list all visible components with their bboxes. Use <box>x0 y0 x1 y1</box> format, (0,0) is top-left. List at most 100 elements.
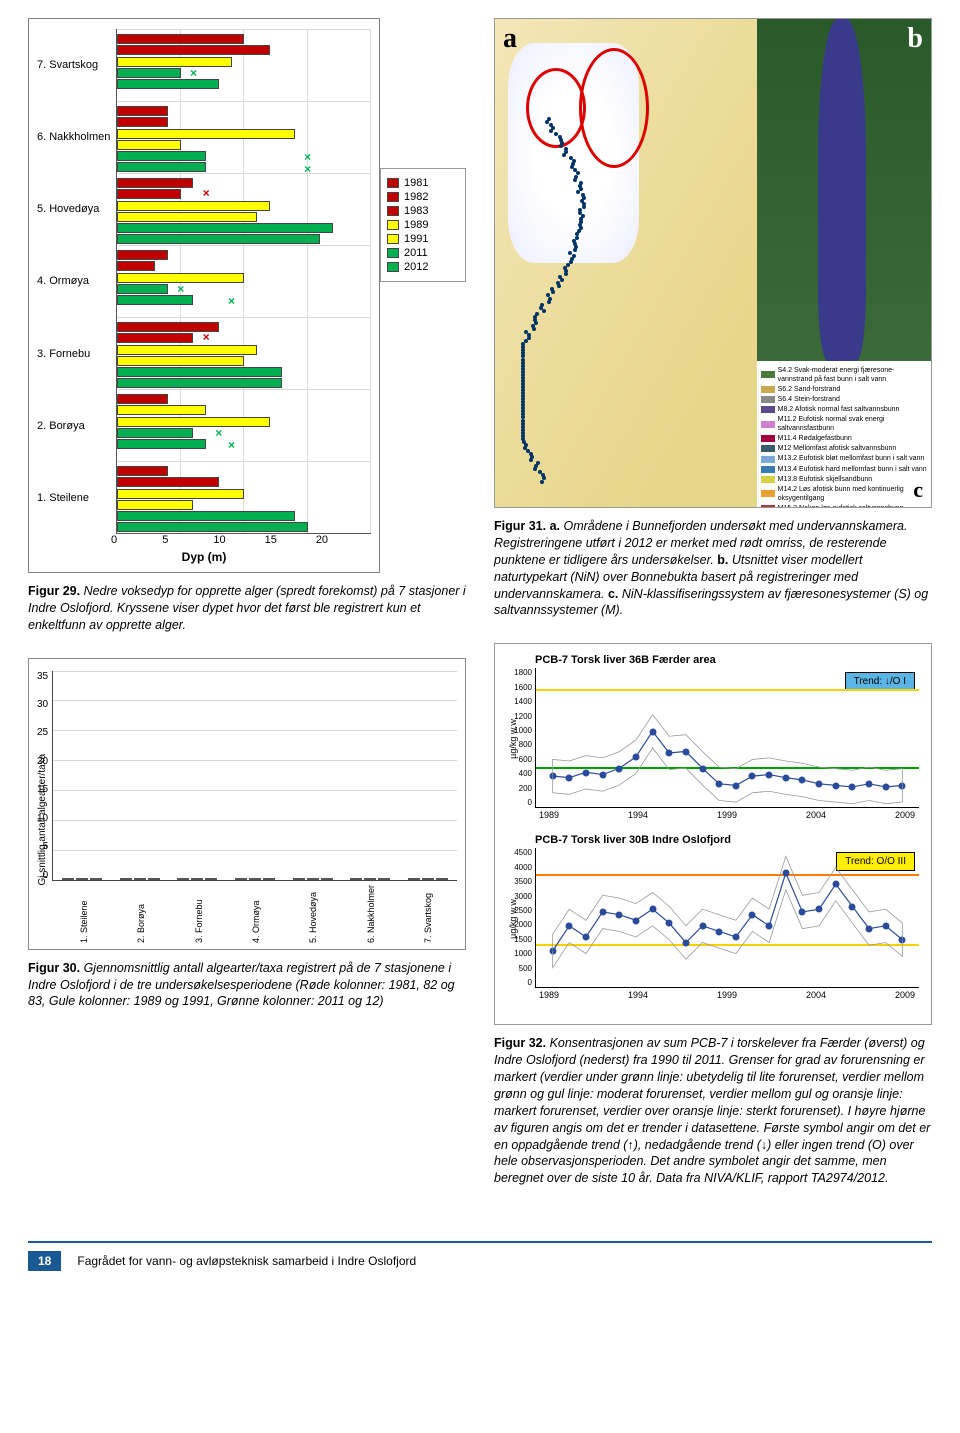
fig29-bar <box>117 223 333 233</box>
fig29-cross-marker: × <box>203 330 210 344</box>
fig31-legend-item: M8.2 Afotisk normal fast saltvannsbunn <box>761 405 927 414</box>
fig29-bar <box>117 201 269 211</box>
fig29-station-label: 3. Fornebu <box>37 318 110 390</box>
fig30-bar <box>378 878 390 880</box>
fig30-bar <box>436 878 448 880</box>
footer-text: Fagrådet for vann- og avløpsteknisk sama… <box>77 1254 416 1268</box>
fig31-panel-a <box>495 19 757 507</box>
fig31-panel-b <box>757 19 931 361</box>
fig32-top-panel: PCB-7 Torsk liver 36B Færder area 020040… <box>507 654 919 820</box>
fig30-bar <box>148 878 160 880</box>
figure-30: 05101520253035 1. Steilene2. Borøya3. Fo… <box>28 658 466 1011</box>
fig29-bar <box>117 439 206 449</box>
fig30-ylabel: Gj.snittlig antall algearter/taxa <box>37 753 48 885</box>
fig30-category-label: 4. Ormøya <box>251 885 261 943</box>
figure-29: 7. Svartskog6. Nakkholmen5. Hovedøya4. O… <box>28 18 466 634</box>
fig29-bar <box>117 295 193 305</box>
fig31-legend-item: M12 Mellomfast afotisk saltvannsbunn <box>761 444 927 453</box>
fig30-bar <box>321 878 333 880</box>
fig31-legend-item: S4.2 Svak-moderat energi fjæresone-vanns… <box>761 366 927 384</box>
fig29-caption: Figur 29. Nedre voksedyp for opprette al… <box>28 583 466 634</box>
fig29-bar <box>117 34 244 44</box>
fig32-bottom-title: PCB-7 Torsk liver 30B Indre Oslofjord <box>535 834 919 846</box>
fig30-category-label: 2. Borøya <box>136 885 146 943</box>
fig29-station-label: 1. Steilene <box>37 462 110 534</box>
fig30-bar <box>293 878 305 880</box>
fig30-bar <box>364 878 376 880</box>
page-columns: 7. Svartskog6. Nakkholmen5. Hovedøya4. O… <box>28 18 932 1211</box>
fig30-category-label: 1. Steilene <box>79 885 89 943</box>
fig29-legend-item: 2012 <box>387 261 459 273</box>
fig29-bar <box>117 417 269 427</box>
left-column: 7. Svartskog6. Nakkholmen5. Hovedøya4. O… <box>28 18 466 1211</box>
fig30-bar-group <box>235 878 275 880</box>
fig30-category-label: 7. Svartskog <box>423 885 433 943</box>
fig29-cross-marker: × <box>228 438 235 452</box>
fig30-bar-group <box>293 878 333 880</box>
fig29-bar <box>117 106 168 116</box>
fig29-legend-item: 1981 <box>387 177 459 189</box>
fig29-bar <box>117 345 256 355</box>
fig29-cross-marker: × <box>190 66 197 80</box>
fig29-bar <box>117 117 168 127</box>
fig31-legend-item: M15.2 Naken løs eufotisk saltvannsbunn <box>761 504 927 507</box>
fig29-bar <box>117 428 193 438</box>
page-footer: 18 Fagrådet for vann- og avløpsteknisk s… <box>28 1241 932 1271</box>
figure-31: S4.2 Svak-moderat energi fjæresone-vanns… <box>494 18 932 619</box>
fig31-label-a: a <box>503 23 517 55</box>
fig30-bar <box>249 878 261 880</box>
fig31-panel-c-legend: S4.2 Svak-moderat energi fjæresone-vanns… <box>757 361 931 507</box>
fig29-bar <box>117 284 168 294</box>
fig29-legend-item: 1989 <box>387 219 459 231</box>
fig30-bar <box>76 878 88 880</box>
fig30-bar <box>408 878 420 880</box>
fig30-bar <box>263 878 275 880</box>
fig29-bar <box>117 261 155 271</box>
fig30-bar-group <box>62 878 102 880</box>
fig30-bar <box>422 878 434 880</box>
fig31-caption: Figur 31. a. Områdene i Bunnefjorden und… <box>494 518 932 619</box>
fig31-legend-item: M13.4 Eufotisk hard mellomfast bunn i sa… <box>761 465 927 474</box>
fig29-cross-marker: × <box>215 426 222 440</box>
fig29-cross-marker: × <box>177 282 184 296</box>
fig29-bar <box>117 45 269 55</box>
fig29-bar <box>117 466 168 476</box>
fig30-category-label: 5. Hovedøya <box>308 885 318 943</box>
fig29-bar <box>117 511 295 521</box>
fig31-legend-item: M11.2 Eufotisk normal svak energi saltva… <box>761 415 927 433</box>
fig30-bar <box>235 878 247 880</box>
fig30-category-label: 6. Nakkholmer <box>366 885 376 943</box>
fig31-legend-item: M14.2 Løs afotisk bunn med kontinuerlig … <box>761 485 927 503</box>
fig30-category-label: 3. Fornebu <box>194 885 204 943</box>
right-column: S4.2 Svak-moderat energi fjæresone-vanns… <box>494 18 932 1211</box>
fig29-legend-item: 1991 <box>387 233 459 245</box>
fig32-caption: Figur 32. Konsentrasjonen av sum PCB-7 i… <box>494 1035 932 1187</box>
fig29-station-label: 4. Ormøya <box>37 245 110 317</box>
fig30-bar <box>120 878 132 880</box>
page-number: 18 <box>28 1251 61 1271</box>
fig29-bar <box>117 162 206 172</box>
fig29-bar <box>117 378 282 388</box>
fig30-bar <box>177 878 189 880</box>
fig31-legend-item: M13.8 Eufotisk skjellsandbunn <box>761 475 927 484</box>
fig29-bar <box>117 212 256 222</box>
fig30-bar <box>350 878 362 880</box>
fig30-bar <box>90 878 102 880</box>
fig31-label-c: c <box>913 477 923 503</box>
fig29-bar <box>117 405 206 415</box>
fig29-bar <box>117 140 180 150</box>
fig31-legend-item: S6.4 Stein-forstrand <box>761 395 927 404</box>
fig29-bar <box>117 394 168 404</box>
fig29-bar <box>117 356 244 366</box>
fig30-bar <box>191 878 203 880</box>
fig29-bar <box>117 79 218 89</box>
fig29-station-label: 7. Svartskog <box>37 29 110 101</box>
fig29-xlabel: Dyp (m) <box>37 550 371 564</box>
fig29-bar <box>117 178 193 188</box>
fig30-bar <box>205 878 217 880</box>
fig29-bar <box>117 500 193 510</box>
fig29-legend-item: 2011 <box>387 247 459 259</box>
fig31-legend-item: M13.2 Eufotisk bløt mellomfast bunn i sa… <box>761 454 927 463</box>
fig30-caption: Figur 30. Gjennomsnittlig antall algeart… <box>28 960 466 1011</box>
fig29-cross-marker: × <box>203 186 210 200</box>
